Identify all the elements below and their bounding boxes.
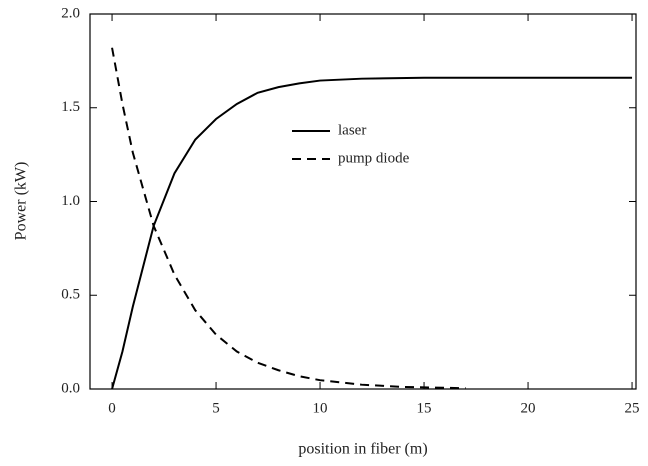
y-tick-label: 0.0 [61,380,80,396]
y-tick-label: 1.5 [61,99,80,115]
x-tick-label: 5 [212,400,220,416]
y-tick-label: 1.0 [61,193,80,209]
y-tick-label: 0.5 [61,287,80,303]
line [111,47,466,390]
x-tick-label: 0 [108,400,116,416]
legend-label: pump diode [338,150,410,166]
x-tick-label: 20 [521,400,536,416]
x-tick-label: 10 [313,400,328,416]
plot-frame [89,13,637,390]
line [111,76,633,390]
x-tick-label: 15 [417,400,432,416]
x-tick-label: 25 [625,400,640,416]
y-axis-label: Power (kW) [13,162,30,241]
legend-label: laser [338,122,366,138]
y-tick-label: 2.0 [61,5,80,21]
x-axis-label: position in fiber (m) [298,441,427,458]
